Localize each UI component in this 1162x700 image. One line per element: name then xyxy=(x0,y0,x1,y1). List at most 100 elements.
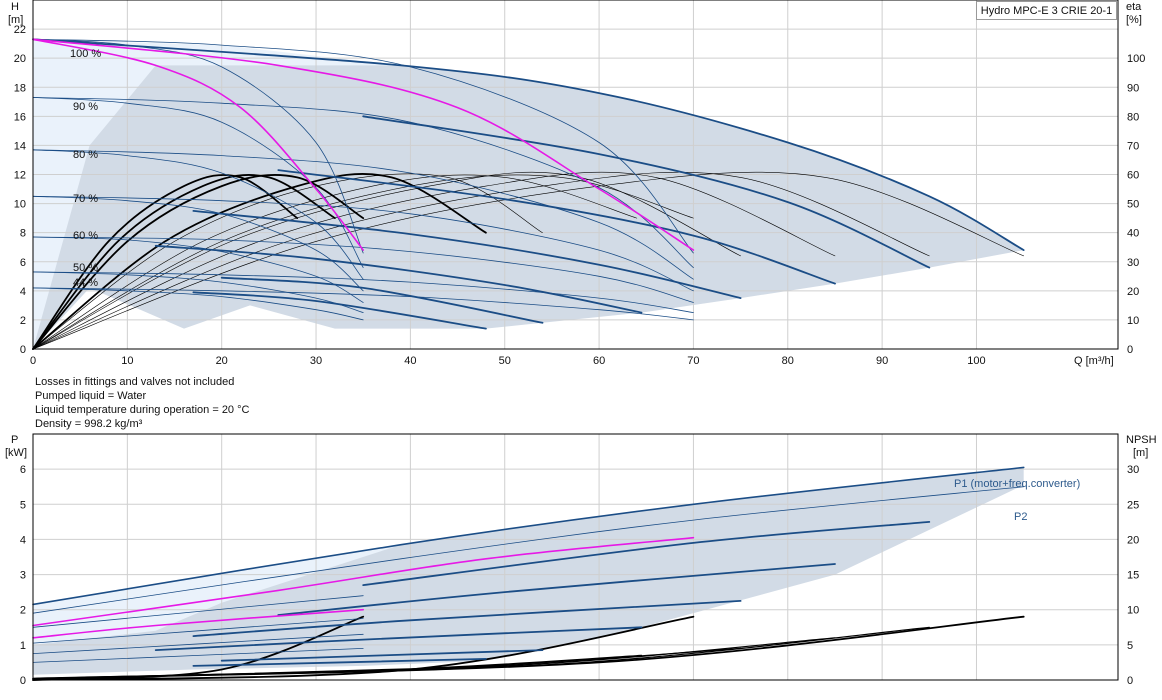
speed-label-60: 60 % xyxy=(73,230,98,242)
p2-curve xyxy=(32,595,364,628)
head-tick-label: 18 xyxy=(14,82,26,94)
x-tick-label: 30 xyxy=(310,355,322,367)
p1-curve xyxy=(220,649,544,662)
efficiency-curve xyxy=(32,171,1024,350)
eta-tick-label: 100 xyxy=(1127,53,1145,65)
eta-tick-label: 20 xyxy=(1127,286,1139,298)
head-tick-label: 10 xyxy=(14,199,26,211)
head-operating-region xyxy=(33,39,1024,350)
eta-tick-label: 60 xyxy=(1127,170,1139,182)
eta-axis-name: eta xyxy=(1126,1,1142,13)
x-tick-label: 40 xyxy=(404,355,416,367)
p2-curve xyxy=(32,633,364,654)
power-tick-label: 1 xyxy=(20,640,26,652)
npsh-tick-label: 25 xyxy=(1127,499,1139,511)
head-light-region xyxy=(33,39,401,350)
x-tick-label: 70 xyxy=(687,355,699,367)
p1-curve xyxy=(192,600,742,637)
npsh-tick-label: 20 xyxy=(1127,534,1139,546)
power-axis-name: P xyxy=(11,434,18,446)
efficiency-curve xyxy=(32,174,336,350)
head-curve-1-pump xyxy=(32,236,364,303)
head-curve-2-pumps xyxy=(32,149,694,280)
head-tick-label: 4 xyxy=(20,286,26,298)
head-curve-2-pumps xyxy=(32,97,694,268)
max-speed-curve xyxy=(32,38,364,251)
npsh-axis-unit: [m] xyxy=(1133,447,1148,459)
npsh-tick-label: 0 xyxy=(1127,675,1133,687)
eta-tick-label: 70 xyxy=(1127,140,1139,152)
x-tick-label: 80 xyxy=(782,355,794,367)
x-tick-label: 60 xyxy=(593,355,605,367)
npsh-axis-name: NPSH xyxy=(1126,434,1157,446)
efficiency-curve xyxy=(32,171,741,350)
p2-curve xyxy=(32,618,364,644)
head-curve-3-pumps xyxy=(192,291,487,330)
efficiency-curve xyxy=(32,174,694,350)
x-tick-label: 10 xyxy=(121,355,133,367)
head-curve-1-pump xyxy=(32,271,364,313)
x-tick-label: 90 xyxy=(876,355,888,367)
eta-tick-label: 80 xyxy=(1127,111,1139,123)
chart-title: Hydro MPC-E 3 CRIE 20-1 xyxy=(980,5,1113,17)
efficiency-curve xyxy=(32,174,638,350)
eta-tick-label: 10 xyxy=(1127,315,1139,327)
note-liquid-temperature: Liquid temperature during operation = 20… xyxy=(35,404,250,416)
head-tick-label: 0 xyxy=(20,344,26,356)
head-curve-3-pumps xyxy=(277,169,836,285)
eta-tick-label: 30 xyxy=(1127,257,1139,269)
head-curve-3-pumps xyxy=(192,210,742,299)
speed-label-44: 44 % xyxy=(73,277,98,289)
head-curve-1-pump xyxy=(32,38,364,254)
head-curve-3-pumps xyxy=(154,244,643,314)
x-tick-label: 100 xyxy=(967,355,985,367)
head-tick-label: 22 xyxy=(14,24,26,36)
speed-label-50: 50 % xyxy=(73,262,98,274)
p1-curve xyxy=(154,626,643,651)
head-axis-unit: [m] xyxy=(8,14,23,26)
note-pumped-liquid: Pumped liquid = Water xyxy=(35,390,147,402)
head-curve-3-pumps xyxy=(220,276,544,324)
curve-layer xyxy=(32,38,1025,681)
power-operating-region xyxy=(33,467,1024,675)
head-tick-label: 14 xyxy=(14,140,26,152)
speed-label-90: 90 % xyxy=(73,101,98,113)
power-tick-label: 3 xyxy=(20,570,26,582)
head-tick-label: 2 xyxy=(20,315,26,327)
max-speed-power-curve xyxy=(32,536,695,627)
x-tick-label: 50 xyxy=(499,355,511,367)
head-curve-3-pumps xyxy=(32,38,1025,251)
npsh-tick-label: 5 xyxy=(1127,640,1133,652)
eta-tick-label: 50 xyxy=(1127,199,1139,211)
speed-label-70: 70 % xyxy=(73,193,98,205)
p2-series-label: P2 xyxy=(1014,511,1027,523)
eta-tick-label: 40 xyxy=(1127,228,1139,240)
power-tick-label: 5 xyxy=(20,499,26,511)
power-tick-label: 4 xyxy=(20,534,26,546)
plot-frames xyxy=(32,0,1119,681)
flow-axis-label: Q [m³/h] xyxy=(1074,355,1114,367)
head-tick-label: 12 xyxy=(14,170,26,182)
npsh-tick-label: 15 xyxy=(1127,570,1139,582)
head-curve-2-pumps xyxy=(32,271,694,313)
max-speed-curve xyxy=(32,38,695,251)
p1-curve xyxy=(362,521,931,586)
npsh-tick-label: 10 xyxy=(1127,605,1139,617)
head-curve-3-pumps xyxy=(362,115,931,269)
npsh-curve xyxy=(32,654,643,680)
max-speed-power-curve xyxy=(32,608,364,639)
p1-series-label: P1 (motor+freq.converter) xyxy=(954,478,1080,490)
x-tick-label: 0 xyxy=(30,355,36,367)
head-axis-name: H xyxy=(11,1,19,13)
head-curve-1-pump xyxy=(32,149,364,280)
head-curve-2-pumps xyxy=(32,195,694,292)
head-tick-label: 6 xyxy=(20,257,26,269)
head-curve-2-pumps xyxy=(32,236,694,303)
head-tick-label: 8 xyxy=(20,228,26,240)
efficiency-curve xyxy=(32,171,930,350)
tick-labels: 0 10 20 30 40 50 60 70 80 90 100024681012141618202… xyxy=(14,24,1146,687)
power-tick-label: 0 xyxy=(20,675,26,687)
npsh-tick-label: 30 xyxy=(1127,464,1139,476)
head-plot-frame xyxy=(32,0,1119,350)
